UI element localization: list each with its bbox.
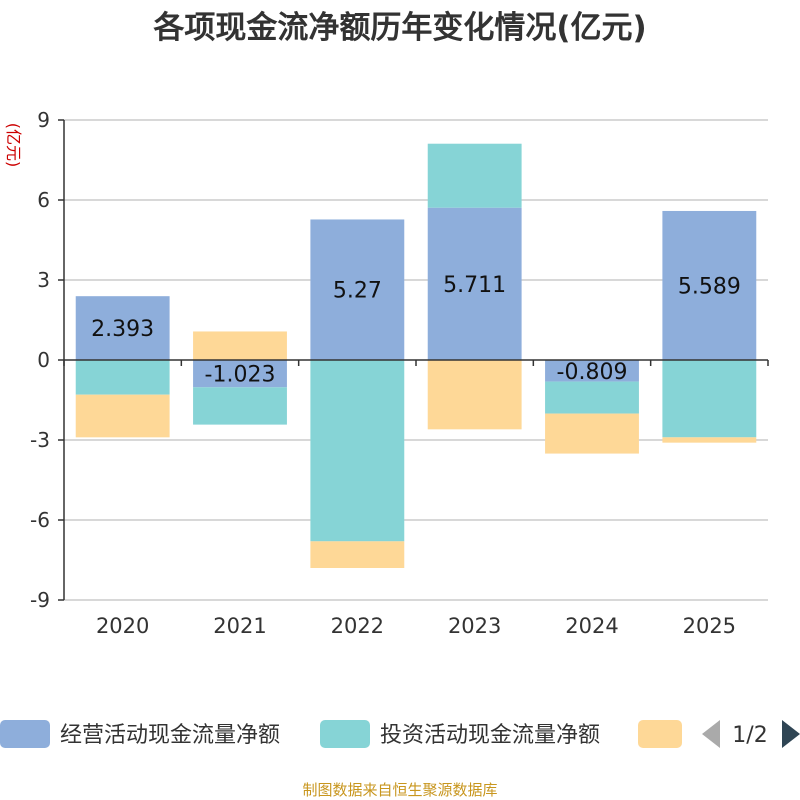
x-tick-label-2022: 2022 bbox=[331, 614, 384, 638]
legend-swatch-operating bbox=[0, 720, 50, 748]
y-tick-label: 6 bbox=[37, 188, 50, 212]
legend-item-investing[interactable]: 投资活动现金流量净额 bbox=[320, 720, 600, 748]
bar-2025-series-2[interactable] bbox=[662, 360, 757, 438]
data-label-2022: 5.27 bbox=[333, 279, 382, 304]
legend-label-operating: 经营活动现金流量净额 bbox=[60, 723, 280, 748]
data-label-2023: 5.711 bbox=[443, 273, 506, 298]
legend-label-investing: 投资活动现金流量净额 bbox=[380, 723, 600, 748]
axes: 9 6 3 0 -3 -6 -9 2020 2021 2022 2023 2024 2025 bbox=[30, 108, 769, 638]
chart-title: 各项现金流净额历年变化情况(亿元) bbox=[152, 10, 646, 46]
bar-2021-series-3[interactable] bbox=[193, 331, 287, 360]
x-tick-label-2023: 2023 bbox=[448, 614, 501, 638]
y-tick-label: -9 bbox=[30, 588, 50, 612]
y-tick-label: 9 bbox=[37, 108, 50, 132]
x-tick-label-2021: 2021 bbox=[213, 614, 266, 638]
bar-2022-series-3[interactable] bbox=[310, 541, 405, 568]
data-label-2024: -0.809 bbox=[557, 360, 628, 385]
bar-2025-series-3[interactable] bbox=[662, 437, 757, 443]
x-tick-label-2025: 2025 bbox=[683, 614, 736, 638]
footer-source: 制图数据来自恒生聚源数据库 bbox=[302, 781, 497, 799]
data-labels: 2.393 -1.023 5.27 5.711 -0.809 5.589 bbox=[91, 273, 741, 388]
bars bbox=[75, 143, 757, 568]
x-tick-label-2024: 2024 bbox=[565, 614, 618, 638]
legend-next-page-icon[interactable] bbox=[782, 720, 800, 748]
legend-item-financing[interactable] bbox=[638, 720, 682, 748]
bar-2023-series-1[interactable] bbox=[427, 207, 522, 360]
bar-2021-series-2[interactable] bbox=[193, 387, 287, 425]
bar-2023-series-2[interactable] bbox=[427, 143, 522, 208]
bar-2024-series-1[interactable] bbox=[545, 360, 639, 382]
data-label-2025: 5.589 bbox=[678, 274, 741, 299]
bar-2023-series-3[interactable] bbox=[427, 360, 522, 430]
legend: 经营活动现金流量净额 投资活动现金流量净额 1/2 bbox=[0, 720, 800, 748]
bar-2022-series-1[interactable] bbox=[310, 219, 405, 360]
legend-page-indicator: 1/2 bbox=[732, 723, 767, 748]
bar-2020-series-1[interactable] bbox=[75, 296, 170, 360]
y-tick-label: -3 bbox=[30, 428, 50, 452]
y-tick-label: 0 bbox=[37, 348, 50, 372]
bar-2020-series-3[interactable] bbox=[75, 394, 170, 438]
data-label-2021: -1.023 bbox=[205, 363, 276, 388]
legend-swatch-financing bbox=[638, 720, 682, 748]
legend-swatch-investing bbox=[320, 720, 370, 748]
legend-prev-page-icon[interactable] bbox=[702, 720, 720, 748]
bar-2025-series-1[interactable] bbox=[662, 210, 757, 360]
bar-2022-series-2[interactable] bbox=[310, 360, 405, 542]
y-tick-label: -6 bbox=[30, 508, 50, 532]
bar-2024-series-3[interactable] bbox=[545, 413, 639, 454]
grid-lines bbox=[64, 119, 768, 601]
bar-2024-series-2[interactable] bbox=[545, 381, 639, 414]
y-axis-unit: (亿元) bbox=[4, 123, 23, 168]
data-label-2020: 2.393 bbox=[91, 317, 154, 342]
y-tick-label: 3 bbox=[37, 268, 50, 292]
legend-item-operating[interactable]: 经营活动现金流量净额 bbox=[0, 720, 280, 748]
bar-2020-series-2[interactable] bbox=[75, 360, 170, 395]
x-tick-label-2020: 2020 bbox=[96, 614, 149, 638]
bar-2021-series-1[interactable] bbox=[193, 360, 287, 388]
